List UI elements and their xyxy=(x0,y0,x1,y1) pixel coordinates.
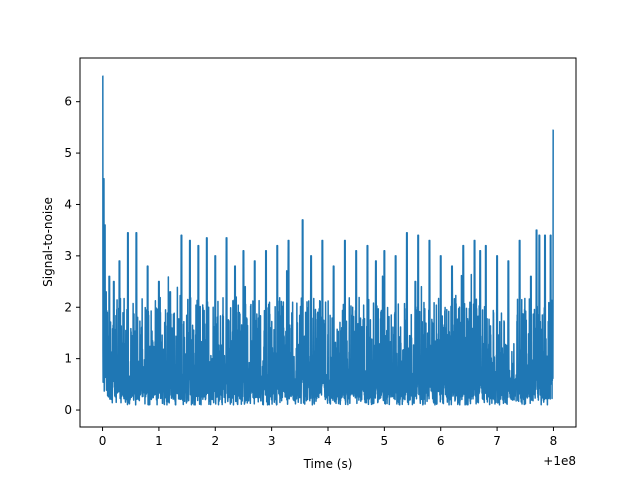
y-axis-label: Signal-to-noise xyxy=(41,197,55,287)
x-tick-label: 7 xyxy=(493,434,501,448)
x-tick-label: 2 xyxy=(211,434,219,448)
x-axis-label: Time (s) xyxy=(303,457,353,471)
y-tick-label: 3 xyxy=(64,249,72,263)
y-tick-label: 5 xyxy=(64,146,72,160)
y-tick-label: 0 xyxy=(64,403,72,417)
x-tick-label: 0 xyxy=(99,434,107,448)
y-tick-label: 1 xyxy=(64,352,72,366)
y-tick-label: 4 xyxy=(64,197,72,211)
x-tick-label: 3 xyxy=(268,434,276,448)
x-tick-label: 1 xyxy=(155,434,163,448)
x-axis-offset-label: +1e8 xyxy=(543,454,576,468)
y-axis-ticks: 0 1 2 3 4 5 6 xyxy=(64,95,80,417)
x-tick-label: 6 xyxy=(437,434,445,448)
x-tick-label: 5 xyxy=(381,434,389,448)
y-tick-label: 6 xyxy=(64,95,72,109)
x-tick-label: 4 xyxy=(324,434,332,448)
x-axis-ticks: 0 1 2 3 4 5 6 7 8 xyxy=(99,427,558,448)
x-tick-label: 8 xyxy=(550,434,558,448)
series-layer xyxy=(101,75,555,406)
signal-series-line xyxy=(101,75,555,406)
y-tick-label: 2 xyxy=(64,300,72,314)
